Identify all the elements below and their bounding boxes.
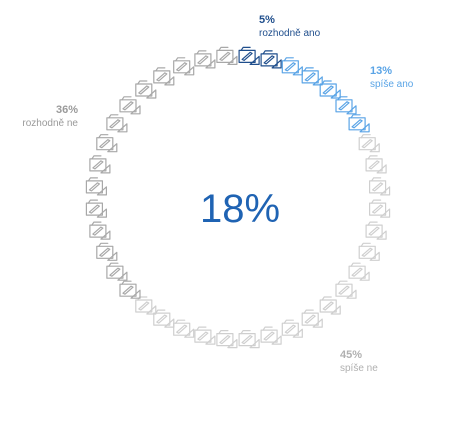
drawing-board-icon [96,242,118,261]
drawing-board-icon [319,296,341,315]
drawing-board-icon [260,326,282,345]
legend-value: 5% [259,14,275,26]
drawing-board-icon [260,50,282,69]
drawing-board-icon [194,326,216,345]
legend-rozhodne-ano: 5% rozhodně ano [259,14,320,40]
drawing-board-icon [89,221,111,240]
drawing-board-icon [119,96,141,115]
drawing-board-icon [153,67,175,86]
drawing-board-icon [238,46,260,66]
drawing-board-icon [301,67,323,86]
drawing-board-icon [216,330,238,349]
legend-label: rozhodně ne [22,118,78,129]
drawing-board-icon [369,199,391,218]
drawing-board-icon [173,57,195,76]
drawing-board-icon [301,309,323,328]
drawing-board-icon [85,199,108,218]
drawing-board-icon [335,96,357,115]
drawing-board-icon [238,330,260,349]
legend-label: spíše ano [370,79,414,90]
drawing-board-icon [348,262,370,281]
legend-rozhodne-ne: 36% rozhodně ne [12,104,78,130]
legend-spise-ne: 45% spíše ne [340,349,378,375]
legend-label: spíše ne [340,363,378,374]
drawing-board-icon [365,221,387,240]
center-value: 18% [199,187,281,231]
legend-value: 36% [55,104,78,116]
drawing-board-icon [89,155,111,174]
drawing-board-icon [348,114,370,133]
legend-label: rozhodně ano [259,28,321,39]
drawing-board-icon [135,296,157,315]
drawing-board-icon [153,309,175,328]
drawing-board-icon [358,134,380,153]
drawing-board-icon [173,319,195,338]
drawing-board-icon [194,50,216,69]
drawing-board-icon [369,177,391,196]
drawing-board-icon [106,114,128,133]
drawing-board-icon [281,57,303,76]
drawing-board-icon [335,280,357,299]
drawing-board-icon [281,319,303,338]
drawing-board-icon [319,80,341,99]
drawing-board-icon [358,242,380,261]
legend-value: 13% [370,65,393,77]
drawing-board-icon [85,177,108,196]
drawing-board-icon [119,280,141,299]
drawing-board-icon [216,46,238,66]
drawing-board-icon [365,155,387,174]
drawing-board-icon [106,262,128,281]
legend-value: 45% [340,349,363,361]
drawing-board-icon [135,80,157,99]
legend-spise-ano: 13% spíše ano [370,65,413,91]
drawing-board-icon [96,134,118,153]
